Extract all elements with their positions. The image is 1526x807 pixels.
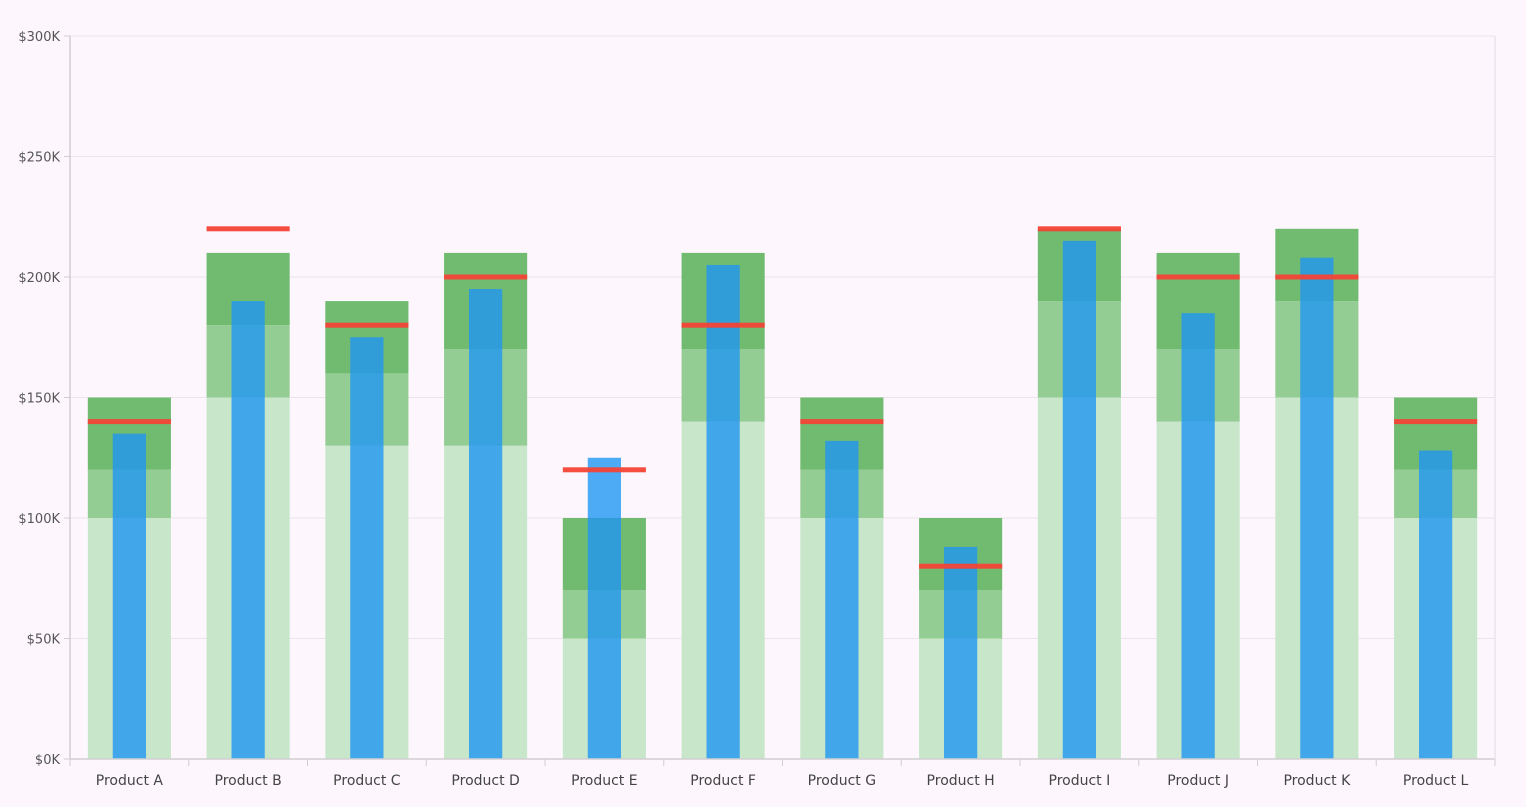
actual-value-bar[interactable] [587, 457, 621, 759]
target-marker[interactable] [562, 467, 646, 473]
x-tick-label: Product B [215, 773, 282, 789]
y-tick-label: $50K [27, 633, 61, 648]
target-marker[interactable] [1275, 274, 1359, 280]
target-marker[interactable] [681, 322, 765, 328]
axes [64, 35, 1496, 766]
x-tick-label: Product D [451, 773, 519, 789]
actual-value-bar[interactable] [706, 264, 740, 759]
range-bands [87, 228, 1478, 759]
x-tick-label: Product G [808, 773, 876, 789]
x-tick-label: Product C [333, 773, 401, 789]
actual-value-bar[interactable] [1181, 313, 1215, 759]
actual-value-bar[interactable] [231, 301, 265, 759]
x-tick-label: Product K [1283, 773, 1351, 789]
actual-value-bar[interactable] [1062, 240, 1096, 760]
y-tick-label: $0K [35, 753, 61, 768]
y-axis-labels: $0K $50K $100K $150K $200K $250K $300K [18, 30, 60, 768]
actual-value-bar[interactable] [1300, 257, 1334, 759]
x-tick-label: Product J [1167, 773, 1229, 789]
y-tick-label: $200K [18, 271, 60, 286]
actual-value-bar[interactable] [350, 337, 384, 759]
actual-value-bar[interactable] [825, 440, 859, 759]
y-tick-label: $100K [18, 512, 60, 527]
actual-value-bar[interactable] [1419, 450, 1453, 759]
target-marker[interactable] [919, 563, 1003, 569]
target-marker[interactable] [1394, 419, 1478, 425]
x-tick-label: Product A [96, 773, 164, 789]
actual-value-bar[interactable] [944, 546, 978, 759]
x-tick-label: Product E [571, 773, 637, 789]
actual-value-bars [112, 240, 1453, 760]
x-tick-label: Product L [1403, 773, 1469, 789]
actual-value-bar[interactable] [112, 433, 146, 759]
y-tick-label: $150K [18, 392, 60, 407]
target-markers [87, 226, 1478, 569]
y-tick-label: $300K [18, 30, 60, 45]
x-tick-label: Product H [927, 773, 995, 789]
target-marker[interactable] [325, 322, 409, 328]
target-marker[interactable] [1156, 274, 1240, 280]
actual-value-bar[interactable] [469, 289, 503, 759]
target-marker[interactable] [800, 419, 884, 425]
x-tick-label: Product I [1049, 773, 1111, 789]
x-tick-label: Product F [690, 773, 756, 789]
x-axis-labels: Product A Product B Product C Product D Prod… [96, 773, 1469, 789]
target-marker[interactable] [87, 419, 171, 425]
y-tick-label: $250K [18, 151, 60, 166]
target-marker[interactable] [206, 226, 290, 232]
target-marker[interactable] [1037, 226, 1121, 232]
gridlines [70, 35, 1495, 639]
target-marker[interactable] [444, 274, 528, 280]
